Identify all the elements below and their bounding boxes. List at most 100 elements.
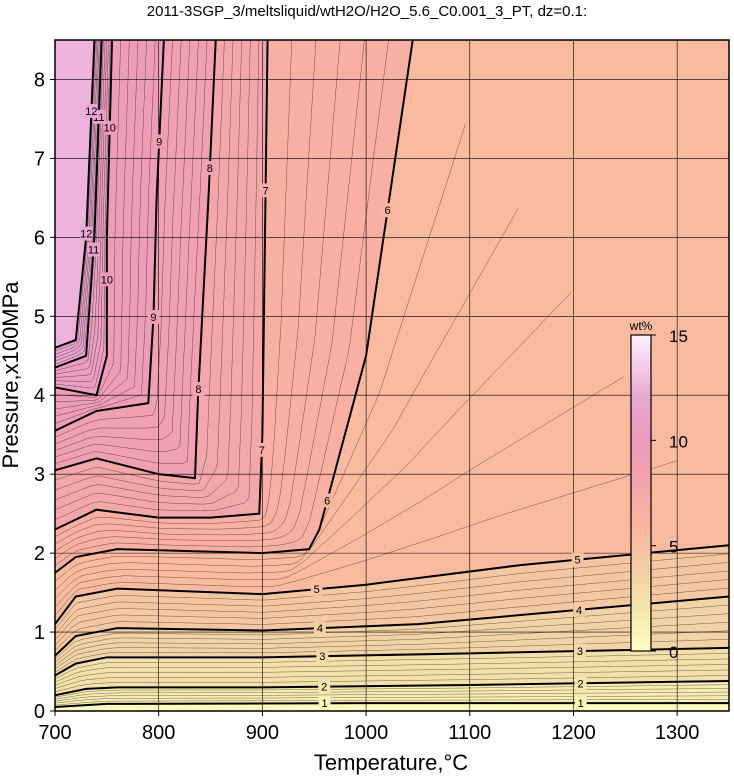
contour-label: 8	[195, 384, 201, 396]
contour-label-bg	[87, 242, 100, 257]
contour-label-bg	[381, 203, 394, 218]
minor-contour	[55, 699, 729, 706]
contour-line	[55, 40, 217, 480]
minor-contour	[55, 40, 100, 362]
contour-label: 6	[385, 205, 391, 217]
minor-contour	[55, 664, 729, 686]
contour-label-bg	[100, 272, 113, 287]
contour-label: 11	[93, 112, 104, 124]
minor-contour	[55, 40, 109, 382]
minor-contour	[55, 40, 121, 398]
minor-contour	[55, 40, 365, 559]
contour-line	[55, 40, 103, 369]
minor-contour	[55, 684, 729, 698]
contour-label-bg	[571, 552, 584, 567]
contour-label-bg	[85, 103, 98, 118]
minor-contour	[55, 688, 729, 700]
contour-label: 5	[314, 584, 320, 596]
contour-line	[55, 40, 269, 531]
contour-line	[55, 40, 165, 432]
contour-label-bg	[313, 621, 326, 636]
contour-line	[55, 40, 414, 574]
minor-contour	[55, 40, 292, 537]
contour-label-bg	[310, 582, 323, 597]
y-tick-label: 5	[34, 306, 45, 328]
contour-label: 11	[88, 245, 99, 257]
y-tick-label: 0	[34, 701, 45, 723]
colorbar-tick-label: 10	[669, 432, 688, 451]
y-tick-label: 6	[34, 227, 45, 249]
contour-label-bg	[574, 696, 587, 711]
x-tick-label: 800	[142, 722, 175, 744]
colorbar-tick-label: 15	[669, 327, 688, 346]
minor-contour	[55, 691, 729, 702]
contour-label: 9	[156, 137, 162, 149]
colorbar-tick-label: 5	[669, 538, 678, 557]
minor-contour	[55, 613, 729, 663]
contour-label-bg	[103, 120, 116, 135]
minor-contour	[55, 40, 99, 358]
minor-contour	[55, 40, 234, 492]
x-tick-label: 1200	[551, 722, 596, 744]
minor-contour	[55, 40, 106, 375]
contour-fill	[55, 703, 729, 711]
contour-label: 4	[317, 623, 323, 635]
contour-label: 7	[259, 445, 265, 457]
minor-contour	[55, 40, 199, 458]
y-tick-label: 2	[34, 543, 45, 565]
y-tick-label: 1	[34, 622, 45, 644]
minor-contour	[55, 675, 729, 693]
contour-label-bg	[573, 644, 586, 659]
minor-contour	[55, 292, 572, 599]
minor-contour	[55, 376, 624, 608]
contour-fill	[55, 40, 95, 348]
y-tick-label: 3	[34, 464, 45, 486]
minor-contour	[55, 208, 519, 591]
plot-frame	[54, 39, 730, 712]
minor-contour	[55, 669, 729, 689]
y-axis-label: Pressure,x100MPa	[0, 281, 23, 469]
contour-label-bg	[573, 602, 586, 617]
contour-label: 3	[577, 646, 583, 658]
colorbar	[630, 334, 652, 652]
contour-label: 3	[319, 651, 325, 663]
x-tick-label: 900	[246, 722, 279, 744]
y-tick-label: 4	[34, 385, 45, 407]
contour-label-bg	[318, 696, 331, 711]
minor-contour	[55, 40, 107, 378]
contour-line	[55, 595, 729, 657]
contour-label-bg	[321, 493, 334, 508]
minor-contour	[55, 40, 130, 402]
colorbar-tick-label: 0	[669, 643, 678, 662]
colorbar-label: wt%	[629, 319, 653, 333]
minor-contour	[55, 40, 389, 566]
minor-contour	[55, 40, 139, 410]
contour-line	[55, 544, 729, 625]
contour-label: 12	[85, 106, 97, 118]
contour-label: 9	[150, 312, 156, 324]
contour-line	[55, 40, 114, 397]
contour-label-bg	[80, 226, 93, 241]
contour-label: 7	[263, 185, 269, 197]
minor-contour	[55, 40, 156, 424]
contour-label: 10	[104, 123, 116, 135]
y-tick-label: 8	[34, 69, 45, 91]
contour-label: 2	[321, 682, 327, 694]
contour-line	[55, 646, 729, 677]
y-tick-label: 7	[34, 148, 45, 170]
contour-label-bg	[192, 382, 205, 397]
minor-contour	[55, 630, 729, 670]
x-tick-label: 700	[38, 722, 71, 744]
contour-line	[55, 680, 729, 697]
contour-label-bg	[147, 309, 160, 324]
minor-contour	[55, 40, 317, 545]
minor-contour	[55, 658, 729, 683]
contour-label-bg	[203, 161, 216, 176]
chart-title: 2011-3SGP_3/meltsliquid/wtH2O/H2O_5.6_C0…	[147, 3, 587, 20]
x-tick-label: 1100	[448, 722, 491, 744]
minor-contour	[55, 40, 225, 485]
overlay: 700 800 900 1000 1100 1200 1300012345678wt%051…	[34, 39, 730, 744]
minor-contour	[55, 40, 260, 520]
minor-contour	[55, 562, 729, 635]
x-tick-label: 1300	[655, 722, 700, 744]
